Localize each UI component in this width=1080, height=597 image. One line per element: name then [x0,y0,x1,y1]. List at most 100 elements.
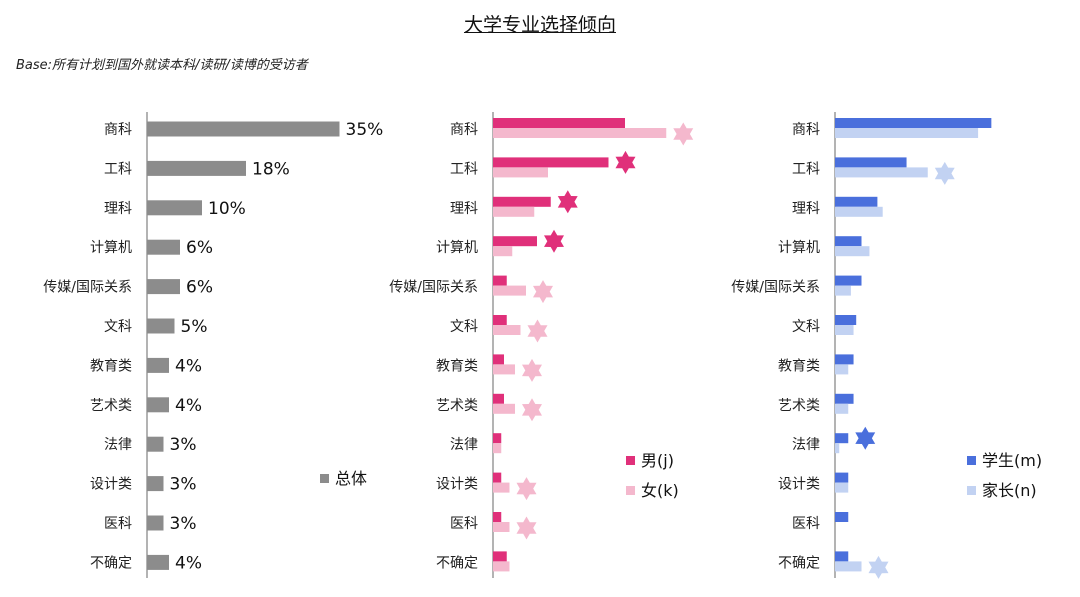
role-bar-parent [835,364,849,375]
panel-1-category-label: 教育类 [90,358,132,374]
panel-2-category-label: 计算机 [436,240,478,256]
panel-2-category-label: 理科 [450,201,478,217]
panel-3-category-label: 教育类 [778,358,820,374]
total-bar [147,436,164,452]
total-value-label: 3% [170,435,197,455]
gender-bar-male [493,472,502,483]
role-bar-student [835,472,849,483]
gender-bar-female [493,522,510,532]
total-bar [147,554,169,570]
significance-star-marker [868,555,889,579]
gender-bar-male [493,118,625,128]
significance-star-marker [673,122,694,146]
significance-star-marker [544,229,564,253]
total-bar [147,160,246,176]
legend-total-swatch [320,474,329,483]
panel-3-category-label: 传媒/国际关系 [731,280,820,296]
gender-bar-female [493,403,515,414]
significance-star-marker [557,190,578,214]
panel-3-category-label: 艺术类 [778,398,820,414]
gender-bar-female [493,206,535,217]
role-bar-parent [835,443,840,454]
panel-1-category-label: 不确定 [90,555,132,571]
panel-3-category-label: 工科 [792,161,820,177]
panel-3-category-label: 设计类 [778,477,820,493]
gender-bar-male [493,393,504,404]
panel-1-category-label: 工科 [104,161,132,177]
panel-2-category-label: 教育类 [436,358,478,374]
role-bar-parent [835,482,849,493]
total-value-label: 3% [170,475,197,495]
panel-2-category-label: 医科 [450,516,478,532]
panel-3-category-label: 法律 [792,437,820,453]
total-bar [147,357,169,373]
panel-1-category-label: 设计类 [90,477,132,493]
gender-bar-female [493,285,526,296]
base-note: Base:所有计划到国外就读本科/读研/读博的受访者 [16,58,308,73]
significance-star-marker [522,398,542,422]
gender-bar-female [493,325,521,335]
panel-2-category-label: 不确定 [436,555,478,571]
panel-2-category-label: 文科 [450,319,478,335]
gender-legend-label-b: 女(k) [641,481,679,500]
role-bar-student [835,551,849,562]
total-bar [147,515,164,531]
role-bar-student [835,157,907,168]
role-bar-student [835,236,862,247]
total-bar [147,476,164,492]
role-bar-student [835,196,878,207]
gender-bar-male [493,275,507,286]
panel-1-category-label: 文科 [104,319,132,335]
gender-legend-label-a: 男(j) [641,451,674,470]
panel-3-category-label: 不确定 [778,555,820,571]
total-value-label: 10% [208,199,246,219]
role-legend-swatch-b [967,486,976,495]
gender-bar-female [493,482,510,493]
total-bar [147,200,202,216]
chart-title: 大学专业选择倾向 [463,14,616,36]
gender-legend-swatch-a [626,456,635,465]
total-value-label: 3% [170,514,197,534]
role-bar-parent [835,206,883,217]
gender-bar-male [493,433,502,444]
significance-star-marker [615,150,636,174]
total-bar [147,239,180,255]
panel-1-category-label: 商科 [104,122,132,138]
gender-bar-male [493,354,504,365]
panel-1-category-label: 计算机 [90,240,132,256]
gender-bar-male [493,551,507,562]
panel-1-category-label: 医科 [104,516,132,532]
gender-bar-female [493,167,548,178]
gender-bar-male [493,157,609,168]
gender-bar-female [493,443,502,454]
significance-star-marker [533,280,553,304]
gender-bar-male [493,196,551,207]
panel-1-category-label: 法律 [104,437,132,453]
total-value-label: 4% [175,553,202,573]
significance-star-marker [855,426,876,450]
gender-bar-female [493,246,513,257]
panel-2-category-label: 法律 [450,437,478,453]
significance-star-marker [527,319,548,343]
significance-star-marker [516,516,537,540]
panel-2-category-label: 商科 [450,122,478,138]
panel-3-category-label: 医科 [792,516,820,532]
gender-bar-female [493,128,667,138]
gender-bar-female [493,561,510,572]
role-bar-parent [835,561,862,572]
gender-bar-male [493,512,502,522]
total-value-label: 18% [252,159,290,179]
gender-bar-male [493,236,537,247]
role-bar-parent [835,167,928,178]
total-value-label: 6% [186,238,213,258]
role-bar-parent [835,403,849,414]
total-value-label: 4% [175,356,202,376]
panel-2-category-label: 艺术类 [436,398,478,414]
role-bar-student [835,433,849,444]
total-bar [147,279,180,295]
role-bar-student [835,354,854,365]
role-bar-parent [835,246,870,257]
legend-total-label: 总体 [335,469,367,488]
panel-3-category-label: 计算机 [778,240,820,256]
panel-3-category-label: 文科 [792,319,820,335]
